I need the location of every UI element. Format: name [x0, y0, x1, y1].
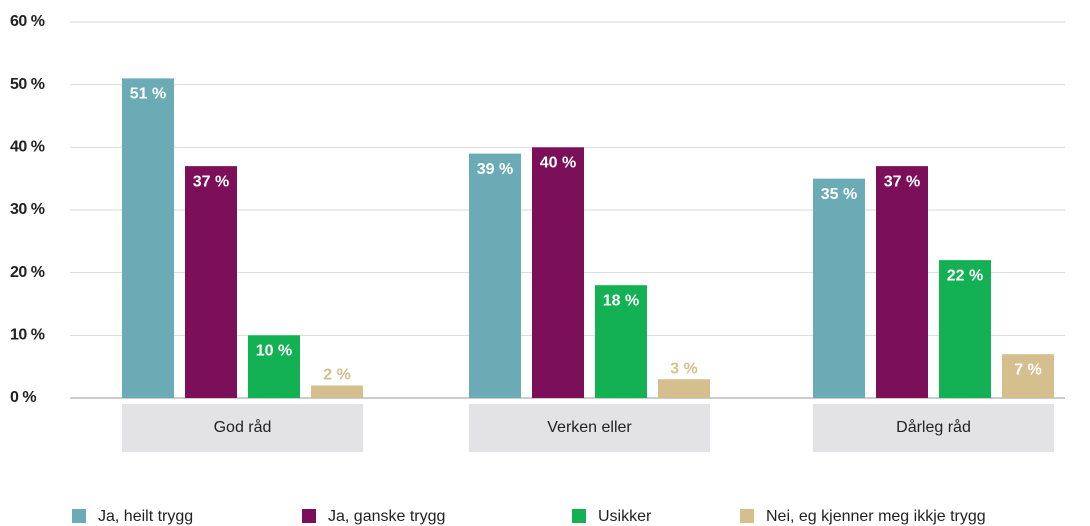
y-tick-label: 30 % — [10, 201, 45, 218]
bar — [248, 335, 300, 398]
legend-label: Usikker — [598, 508, 652, 525]
legend-label: Nei, eg kjenner meg ikkje trygg — [766, 508, 986, 525]
y-tick-label: 60 % — [10, 13, 45, 30]
bar — [532, 147, 584, 398]
value-label: 37 % — [193, 173, 229, 190]
value-label: 2 % — [323, 367, 351, 384]
legend-swatch — [302, 509, 316, 523]
value-label: 7 % — [1014, 361, 1042, 378]
value-label: 39 % — [477, 161, 513, 178]
bar — [658, 379, 710, 398]
bar — [1002, 354, 1054, 398]
legend-label: Ja, ganske trygg — [328, 508, 445, 525]
bar — [939, 260, 991, 398]
bar — [876, 166, 928, 398]
y-tick-label: 20 % — [10, 264, 45, 281]
value-label: 40 % — [540, 155, 576, 172]
value-label: 18 % — [603, 292, 639, 309]
bar — [813, 178, 865, 398]
legend-swatch — [572, 509, 586, 523]
bar — [185, 166, 237, 398]
bar — [122, 78, 174, 399]
bar — [311, 385, 363, 398]
y-tick-label: 0 % — [10, 389, 36, 406]
x-tick-label: Dårleg råd — [896, 418, 971, 436]
category-box — [122, 404, 363, 452]
value-label: 10 % — [256, 343, 292, 360]
x-tick-label: Verken eller — [547, 419, 632, 436]
value-label: 35 % — [821, 186, 857, 203]
legend-swatch — [72, 509, 86, 523]
category-box — [469, 404, 710, 452]
y-tick-label: 50 % — [10, 76, 45, 93]
value-label: 37 % — [884, 173, 920, 190]
value-label: 3 % — [670, 360, 698, 377]
value-label: 22 % — [947, 267, 983, 284]
bar — [595, 285, 647, 398]
legend-label: Ja, heilt trygg — [98, 508, 193, 525]
x-tick-label: God råd — [214, 418, 272, 436]
value-label: 51 % — [130, 86, 166, 103]
legend-swatch — [740, 509, 754, 523]
y-tick-label: 10 % — [10, 327, 45, 344]
y-tick-label: 40 % — [10, 139, 45, 156]
bar — [469, 153, 521, 398]
category-box — [813, 404, 1054, 452]
